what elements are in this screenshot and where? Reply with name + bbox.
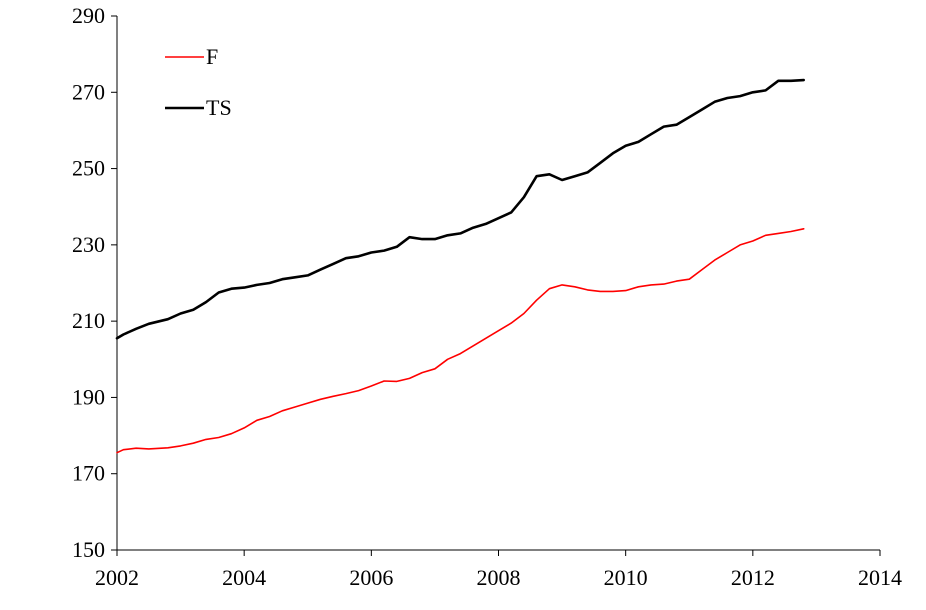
y-tick-label: 210 — [72, 308, 105, 333]
y-tick-label: 150 — [72, 537, 105, 562]
series-layer — [115, 78, 805, 454]
legend-label-ts: TS — [206, 95, 232, 120]
x-tick-label: 2002 — [95, 565, 139, 590]
y-tick-label: 170 — [72, 461, 105, 486]
y-tick-label: 230 — [72, 232, 105, 257]
x-tick-label: 2004 — [222, 565, 266, 590]
y-tick-label: 270 — [72, 79, 105, 104]
x-tick-label: 2008 — [477, 565, 521, 590]
y-tick-label: 250 — [72, 156, 105, 181]
legend: F TS — [165, 44, 232, 120]
x-tick-label: 2010 — [604, 565, 648, 590]
x-tick-label: 2012 — [731, 565, 775, 590]
series-line-f — [116, 228, 805, 454]
axes: 150 170 190 210 230 250 270 290 2002 2004 2006 2008… — [72, 3, 902, 590]
x-tick-label: 2006 — [349, 565, 393, 590]
legend-label-f: F — [206, 44, 218, 69]
y-tick-label: 290 — [72, 3, 105, 28]
x-tick-label: 2014 — [858, 565, 902, 590]
y-tick-label: 190 — [72, 384, 105, 409]
series-line-ts — [115, 78, 805, 340]
